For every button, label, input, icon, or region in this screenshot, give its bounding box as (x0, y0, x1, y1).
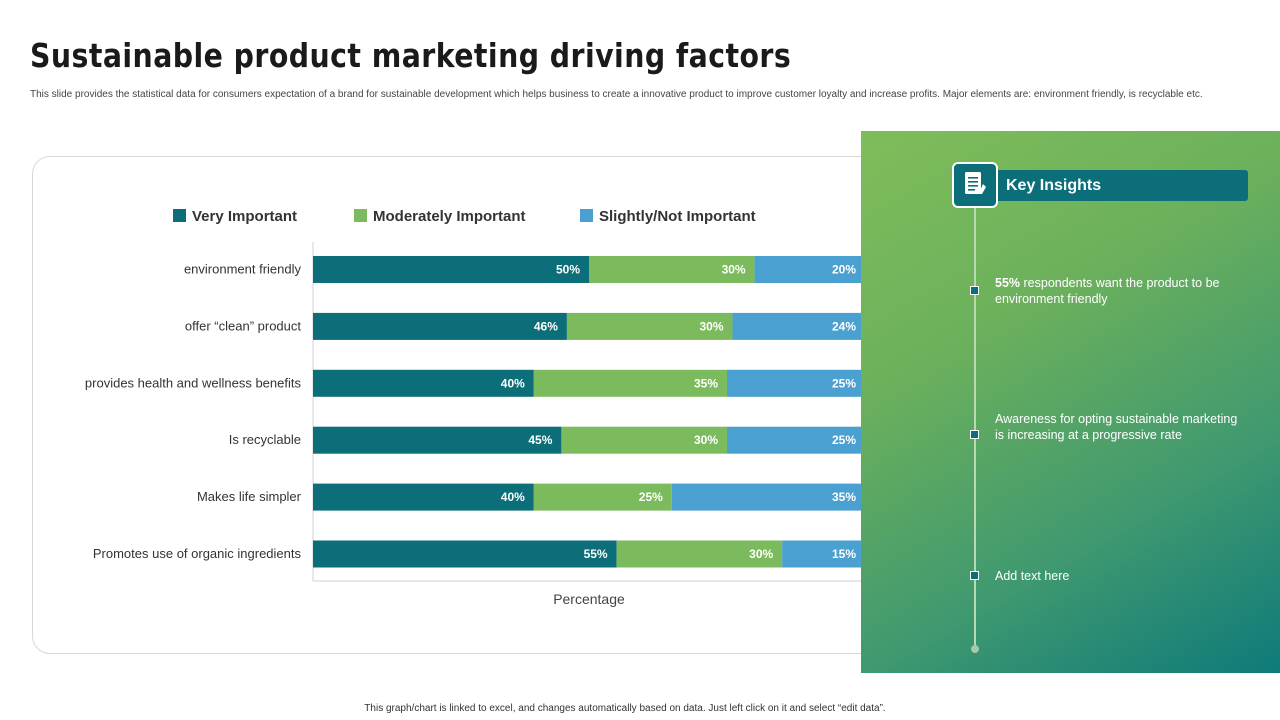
bar-data-label: 46% (534, 319, 558, 333)
legend-swatch (354, 209, 367, 222)
insight-item-text: respondents want the product to be envir… (995, 276, 1220, 306)
legend-swatch (173, 209, 186, 222)
bar-data-label: 50% (556, 263, 580, 277)
timeline-end-dot (971, 645, 979, 653)
insight-item-1: 55% respondents want the product to be e… (995, 275, 1245, 307)
insight-marker-1 (970, 286, 979, 295)
footer-note: This graph/chart is linked to excel, and… (364, 703, 886, 714)
bar-data-label: 30% (694, 433, 718, 447)
legend-swatch (580, 209, 593, 222)
insight-marker-3 (970, 571, 979, 580)
bar-segment (313, 426, 562, 454)
bar-data-label: 30% (749, 547, 773, 561)
bar-segment (566, 312, 733, 340)
document-icon (952, 162, 998, 208)
legend-label: Moderately Important (373, 208, 526, 225)
category-label: offer “clean” product (185, 318, 301, 333)
bar-segment (616, 540, 783, 568)
bar-data-label: 35% (694, 376, 718, 390)
bar-data-label: 30% (722, 263, 746, 277)
bar-segment (533, 483, 672, 511)
legend-label: Slightly/Not Important (599, 208, 756, 225)
category-label: Makes life simpler (197, 489, 302, 504)
insight-item-text: Awareness for opting sustainable marketi… (995, 412, 1238, 442)
bar-segment (313, 256, 589, 283)
bar-segment (561, 426, 727, 454)
bar-segment (313, 312, 567, 340)
category-label: environment friendly (184, 262, 302, 277)
bar-segment (313, 369, 534, 397)
insight-highlight: 55% (995, 276, 1021, 290)
bar-data-label: 24% (832, 319, 856, 333)
insight-item-3: Add text here (995, 568, 1245, 584)
bar-data-label: 25% (639, 490, 663, 504)
page-title: Sustainable product marketing driving fa… (30, 36, 792, 75)
bar-data-label: 25% (832, 376, 856, 390)
insight-item-text: Add text here (995, 569, 1070, 583)
key-insights-title: Key Insights (1006, 176, 1102, 194)
category-label: Is recyclable (229, 432, 301, 447)
category-label: Promotes use of organic ingredients (93, 546, 302, 561)
bar-segment (533, 369, 727, 397)
bar-data-label: 40% (501, 376, 525, 390)
bar-segment (727, 426, 865, 454)
bar-segment (671, 483, 865, 511)
bar-segment (782, 540, 865, 568)
bar-data-label: 40% (501, 490, 525, 504)
bar-segment (589, 256, 755, 283)
legend-label: Very Important (192, 208, 297, 225)
chart-card: Very Important Moderately Important Slight… (32, 156, 932, 654)
bar-segment (313, 483, 534, 511)
bar-data-label: 25% (832, 433, 856, 447)
bar-segment (313, 540, 617, 568)
insight-item-2: Awareness for opting sustainable marketi… (995, 411, 1245, 443)
category-label: provides health and wellness benefits (85, 375, 302, 390)
bar-segment (732, 312, 865, 340)
timeline-line (974, 207, 976, 651)
bar-data-label: 35% (832, 490, 856, 504)
bar-data-label: 45% (528, 433, 552, 447)
stacked-bar-chart: Very Important Moderately Important Slight… (85, 208, 865, 607)
key-insights-header: Key Insights (991, 170, 1248, 201)
bar-data-label: 15% (832, 547, 856, 561)
x-axis-title: Percentage (553, 591, 625, 607)
insight-marker-2 (970, 430, 979, 439)
bar-segment (727, 369, 865, 397)
bar-data-label: 55% (584, 547, 608, 561)
bar-data-label: 30% (699, 319, 723, 333)
key-insights-panel: Key Insights 55% respondents want the pr… (861, 131, 1280, 673)
page-subtitle: This slide provides the statistical data… (30, 89, 1203, 100)
bar-segment (754, 256, 865, 283)
bar-data-label: 20% (832, 263, 856, 277)
